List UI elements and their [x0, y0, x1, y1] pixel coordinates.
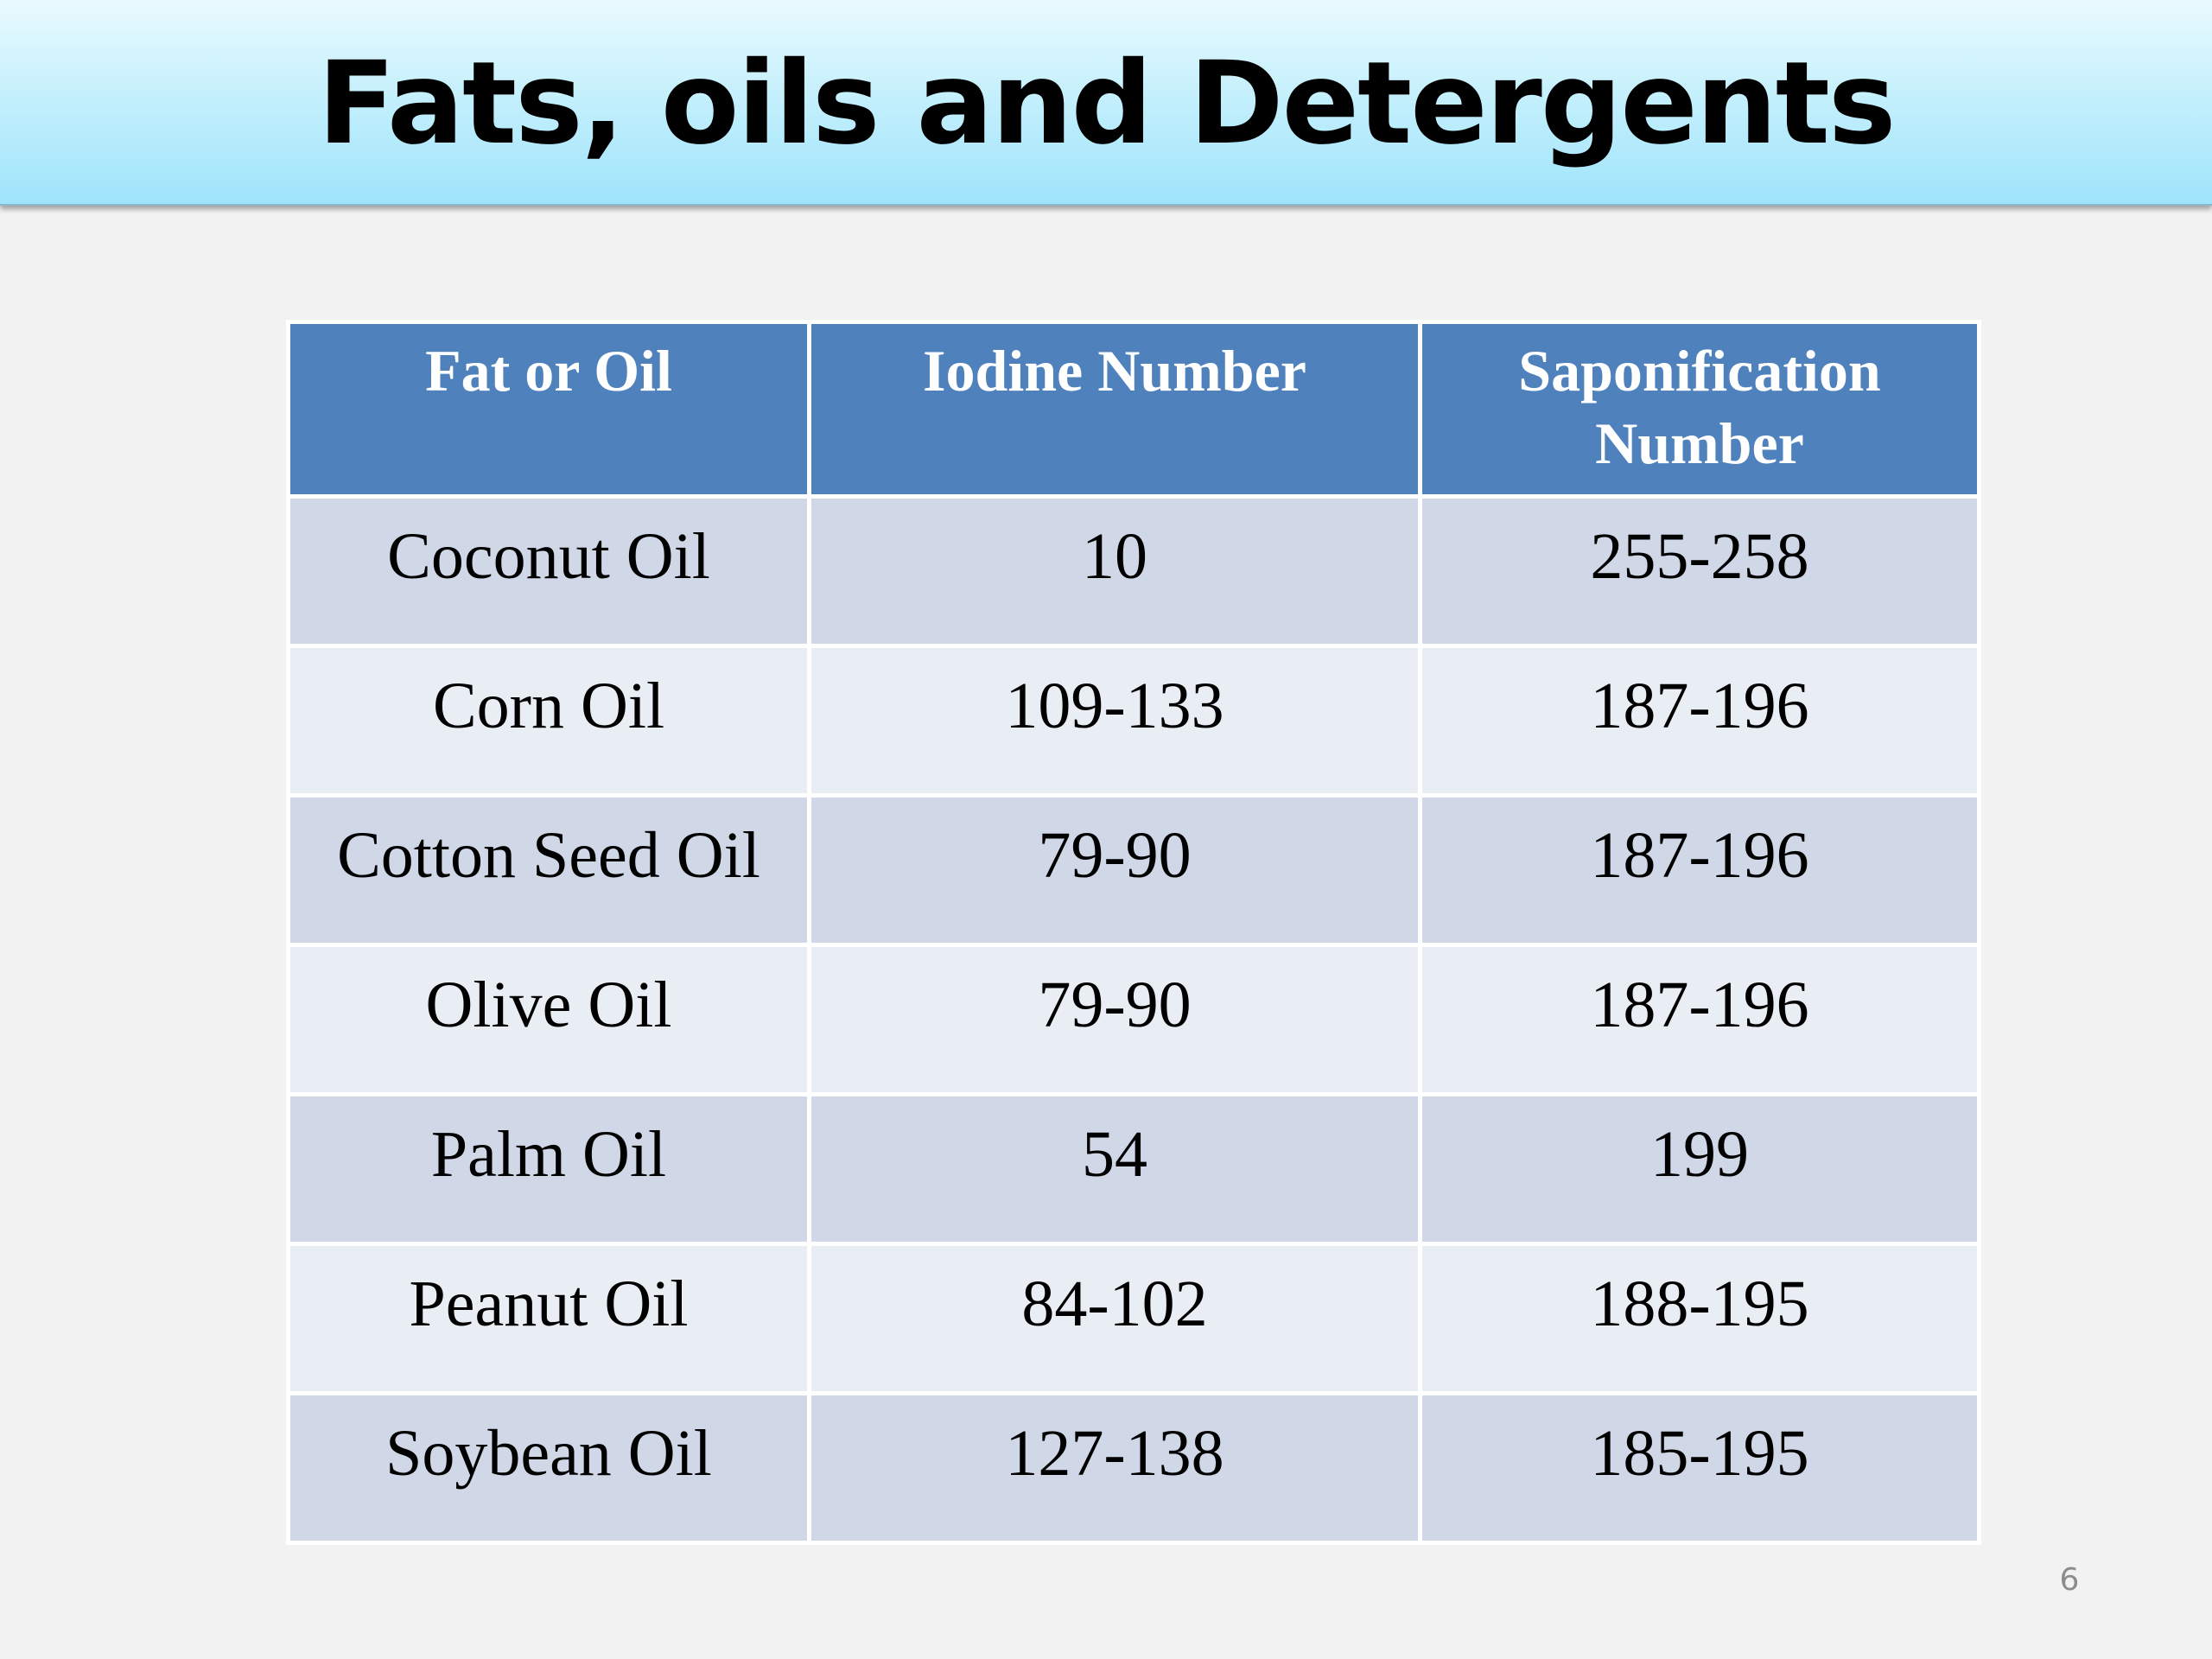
column-header: Saponification Number	[1418, 320, 1981, 499]
table-cell: 79-90	[807, 793, 1422, 947]
table-cell: Coconut Oil	[286, 494, 811, 648]
table-row: Palm Oil 54 199	[286, 1092, 1981, 1246]
table-cell: 188-195	[1418, 1242, 1981, 1395]
table-cell: Soybean Oil	[286, 1391, 811, 1545]
table-row: Olive Oil 79-90 187-196	[286, 943, 1981, 1096]
table-row: Coconut Oil 10 255-258	[286, 494, 1981, 648]
table-row: Soybean Oil 127-138 185-195	[286, 1391, 1981, 1545]
column-header: Fat or Oil	[286, 320, 811, 499]
table-cell: 185-195	[1418, 1391, 1981, 1545]
data-table: Fat or Oil Iodine Number Saponification Nu…	[286, 320, 1981, 1545]
column-header: Iodine Number	[807, 320, 1422, 499]
table-row: Peanut Oil 84-102 188-195	[286, 1242, 1981, 1395]
table-cell: Palm Oil	[286, 1092, 811, 1246]
table-cell: Olive Oil	[286, 943, 811, 1096]
slide-title: Fats, oils and Detergents	[317, 37, 1897, 170]
header-row: Fat or Oil Iodine Number Saponification Nu…	[286, 320, 1981, 499]
table-cell: 187-196	[1418, 943, 1981, 1096]
page-number: 6	[2059, 1562, 2080, 1598]
table-cell: 187-196	[1418, 644, 1981, 798]
table-cell: Peanut Oil	[286, 1242, 811, 1395]
table-body: Coconut Oil 10 255-258 Corn Oil 109-133 187-1…	[286, 494, 1981, 1545]
table-cell: 127-138	[807, 1391, 1422, 1545]
table-row: Corn Oil 109-133 187-196	[286, 644, 1981, 798]
title-bar: Fats, oils and Detergents	[0, 0, 2212, 206]
table-cell: 79-90	[807, 943, 1422, 1096]
table-cell: 54	[807, 1092, 1422, 1246]
table-cell: 109-133	[807, 644, 1422, 798]
table-cell: 10	[807, 494, 1422, 648]
table-cell: 187-196	[1418, 793, 1981, 947]
table-cell: Corn Oil	[286, 644, 811, 798]
table-cell: 199	[1418, 1092, 1981, 1246]
table-cell: Cotton Seed Oil	[286, 793, 811, 947]
table-cell: 255-258	[1418, 494, 1981, 648]
table-cell: 84-102	[807, 1242, 1422, 1395]
table-row: Cotton Seed Oil 79-90 187-196	[286, 793, 1981, 947]
